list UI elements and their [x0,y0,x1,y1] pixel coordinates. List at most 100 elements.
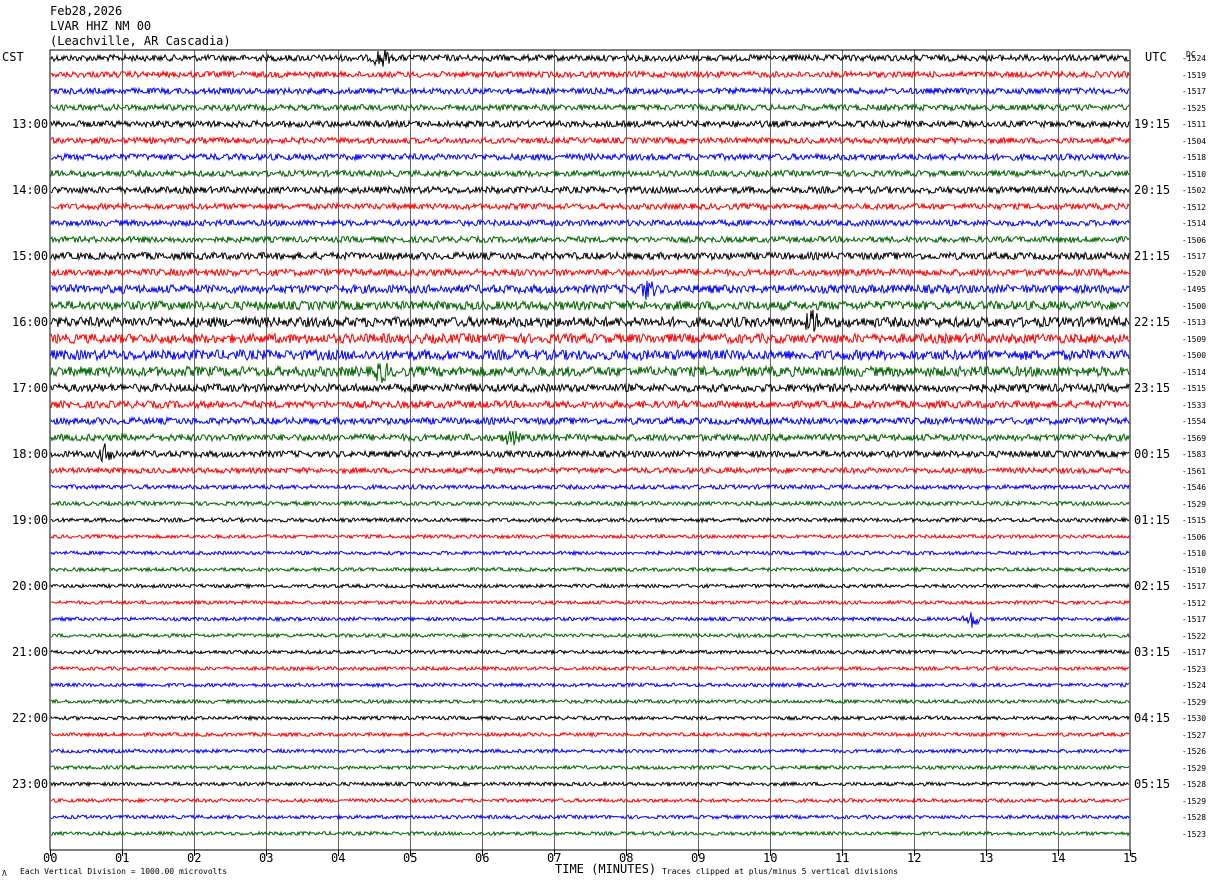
seismic-trace [50,698,1130,705]
right-timezone-label: UTC [1145,50,1167,64]
dc-offset-label: -1515 [1182,384,1207,393]
dc-offset-label: -1569 [1182,433,1207,443]
dc-offset-label: -1518 [1182,153,1207,162]
dc-offset-label: -1514 [1182,367,1207,377]
dc-offset-label: -1527 [1182,730,1207,740]
seismic-trace [50,731,1130,739]
seismic-trace [50,533,1130,540]
x-tick-label: 02 [187,851,202,865]
x-tick-label: 08 [619,851,634,865]
dc-offset-label: -1526 [1182,747,1207,756]
right-hour-label: 23:15 [1134,381,1171,395]
seismic-trace [50,632,1130,639]
dc-offset-label: -1515 [1182,516,1207,525]
seismic-trace [50,218,1130,228]
seismic-trace [50,747,1130,755]
dc-offset-label: -1500 [1182,351,1207,360]
seismic-trace [51,201,1130,212]
seismic-trace [50,499,1130,508]
seismic-trace [50,780,1130,788]
dc-offset-label: -1529 [1182,763,1207,773]
clip-note: Traces clipped at plus/minus 5 vertical … [662,867,899,876]
x-tick-label: 10 [763,851,778,865]
dc-offset-label: -1533 [1182,400,1207,410]
seismic-trace [50,681,1130,689]
left-hour-label: 21:00 [12,645,49,659]
dc-offset-label: -1510 [1182,565,1207,575]
dc-offset-label: -1517 [1182,615,1207,624]
dc-offset-label: -1513 [1182,318,1207,327]
seismic-trace [50,348,1130,362]
dc-offset-label: -1529 [1182,796,1207,806]
seismic-trace [50,382,1130,394]
seismic-trace [50,483,1130,491]
scale-note: Each Vertical Division = 1000.00 microvo… [20,867,228,876]
dc-offset-label: -1517 [1182,87,1207,96]
seismic-trace [50,714,1130,722]
x-tick-label: 13 [979,851,994,865]
seismic-trace [50,612,1130,628]
dc-offset-label: -1510 [1182,549,1207,558]
left-hour-label: 23:00 [12,777,49,791]
left-timezone-label: CST [2,50,24,64]
dc-offset-label: -1512 [1182,598,1207,608]
dc-offset-label: -1528 [1182,813,1207,822]
x-tick-label: 14 [1051,851,1066,865]
seismic-trace [50,102,1130,113]
dc-offset-label: -1583 [1182,450,1207,459]
seismic-trace [50,648,1130,656]
dc-offset-label: -1506 [1182,532,1207,542]
x-tick-label: 11 [835,851,850,865]
seismic-trace [50,49,1130,67]
seismic-trace [50,86,1130,96]
x-tick-label: 00 [43,851,58,865]
scale-mark: Λ [2,869,7,878]
seismic-trace [50,309,1130,332]
dc-offset-label: -1495 [1182,285,1207,294]
seismic-trace [50,399,1130,410]
x-tick-label: 15 [1123,851,1138,865]
right-hour-label: 02:15 [1134,579,1171,593]
x-tick-label: 06 [475,851,490,865]
seismic-trace [50,813,1130,821]
x-tick-label: 01 [115,851,130,865]
right-hour-label: 04:15 [1134,711,1171,725]
right-hour-label: 03:15 [1134,645,1171,659]
right-hour-label: 00:15 [1134,447,1171,461]
seismic-trace [50,69,1130,80]
seismic-trace [50,234,1130,245]
seismic-trace [50,362,1130,383]
left-hour-label: 17:00 [12,381,49,395]
seismic-trace [50,250,1130,262]
seismic-trace [50,168,1130,179]
seismic-trace [50,299,1130,312]
right-hour-label: 05:15 [1134,777,1171,791]
dc-offset-label: -1500 [1182,301,1207,311]
x-tick-label: 04 [331,851,346,865]
seismic-trace [50,549,1130,557]
dc-offset-label: -1506 [1182,235,1207,245]
dc-offset-label: -1522 [1182,631,1207,641]
station-code: LVAR HHZ NM 00 [50,19,152,33]
left-hour-label: 13:00 [12,117,49,131]
dc-offset-label: -1561 [1182,466,1207,476]
seismic-trace [50,118,1130,130]
dc-offset-label: -1509 [1182,334,1207,344]
dc-offset-label: -1523 [1182,664,1207,674]
x-tick-label: 03 [259,851,274,865]
seismic-trace [50,582,1130,590]
seismic-trace [50,465,1130,476]
right-hour-label: 22:15 [1134,315,1171,329]
seismic-trace [50,764,1130,771]
seismic-trace [50,415,1130,427]
right-hour-label: 20:15 [1134,183,1171,197]
seismic-trace [50,796,1130,804]
dc-offset-label: -1512 [1182,202,1207,212]
dc-offset-label: -1523 [1182,829,1207,839]
left-hour-label: 15:00 [12,249,49,263]
dc-offset-label: -1517 [1182,582,1207,591]
dc-offset-label: -1504 [1182,136,1207,146]
seismic-trace [50,566,1130,574]
left-hour-label: 14:00 [12,183,49,197]
dc-offset-label: -1517 [1182,648,1207,657]
